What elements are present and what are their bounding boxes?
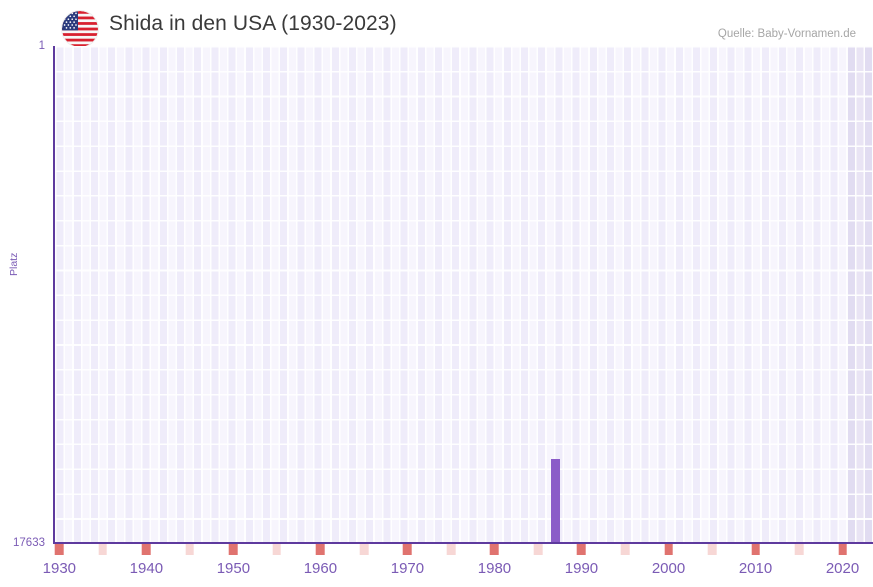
y-axis-title: Platz (8, 252, 20, 276)
x-tick-label-2010: 2010 (738, 560, 773, 577)
x-minor-tick-marker-2005 (707, 544, 717, 555)
x-tick-marker-1930 (55, 544, 64, 555)
grid-lines (55, 46, 873, 543)
x-minor-tick-marker-1975 (446, 544, 456, 555)
y-axis-line (53, 46, 55, 544)
x-tick-marker-1990 (577, 544, 586, 555)
x-tick-marker-1970 (403, 544, 412, 555)
x-minor-tick-marker-1995 (620, 544, 630, 555)
x-minor-tick-marker-1965 (359, 544, 369, 555)
x-tick-marker-2020 (838, 544, 847, 555)
x-tick-marker-1940 (142, 544, 151, 555)
y-axis-top-label: 1 (38, 40, 45, 52)
x-tick-marker-2010 (751, 544, 760, 555)
x-tick-label-2000: 2000 (651, 560, 686, 577)
x-axis-ticks: 1930 1940 1950 1960 1970 1980 1990 2000 2010 2020 (43, 544, 873, 587)
x-axis-line (53, 542, 873, 544)
y-axis-bottom-label: 17633 (13, 537, 45, 549)
x-tick-label-1940: 1940 (129, 560, 164, 577)
x-tick-label-1960: 1960 (303, 560, 338, 577)
x-tick-label-1970: 1970 (390, 560, 425, 577)
x-tick-label-1950: 1950 (216, 560, 251, 577)
bar-1987 (551, 459, 560, 543)
us-flag-icon (62, 11, 98, 47)
x-minor-tick-marker-1955 (272, 544, 282, 555)
x-tick-label-1990: 1990 (564, 560, 599, 577)
chart-header: Shida in den USA (1930-2023) Quelle: Bab… (0, 0, 873, 47)
page-title: Shida in den USA (1930-2023) (109, 12, 397, 35)
x-tick-marker-1960 (316, 544, 325, 555)
x-tick-label-1930: 1930 (42, 560, 77, 577)
x-minor-tick-marker-2015 (794, 544, 804, 555)
x-minor-tick-marker-1985 (533, 544, 543, 555)
x-tick-marker-1980 (490, 544, 499, 555)
chart-plot-area (55, 46, 873, 543)
x-tick-label-1980: 1980 (477, 560, 512, 577)
bars-layer (55, 46, 873, 543)
x-tick-label-2020: 2020 (825, 560, 860, 577)
source-attribution: Quelle: Baby-Vornamen.de (717, 28, 856, 40)
x-minor-tick-marker-1945 (185, 544, 195, 555)
x-minor-tick-marker-1935 (98, 544, 108, 555)
x-tick-marker-1950 (229, 544, 238, 555)
x-tick-marker-2000 (664, 544, 673, 555)
